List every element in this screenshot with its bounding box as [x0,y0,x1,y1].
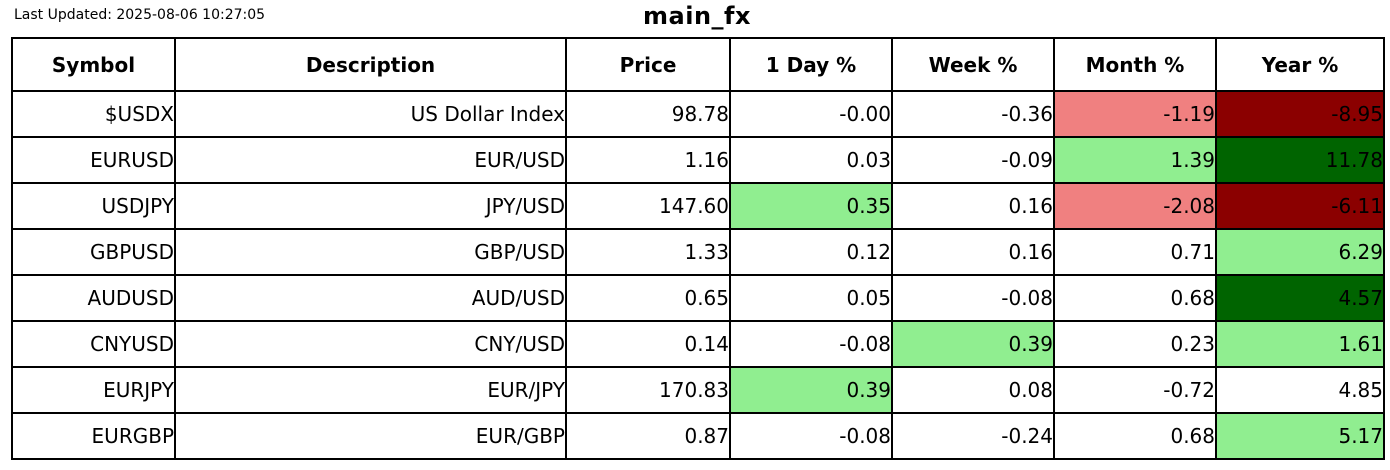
cell-symbol: USDJPY [11,182,176,230]
cell-symbol: EURUSD [11,136,176,184]
cell-day: 0.35 [729,182,893,230]
table-header: Symbol Description Price 1 Day % Week % … [11,37,1385,92]
cell-price: 0.65 [565,274,731,322]
cell-price: 1.33 [565,228,731,276]
cell-week: 0.39 [891,320,1055,368]
cell-price: 1.16 [565,136,731,184]
cell-month: 0.68 [1053,274,1217,322]
table-row: $USDX US Dollar Index 98.78 -0.00 -0.36 -1.19… [11,90,1385,138]
cell-symbol: CNYUSD [11,320,176,368]
cell-year: -8.95 [1215,90,1385,138]
cell-day: 0.05 [729,274,893,322]
cell-week: 0.16 [891,182,1055,230]
cell-year: 1.61 [1215,320,1385,368]
cell-month: -0.72 [1053,366,1217,414]
cell-description: EUR/USD [174,136,567,184]
cell-month: 0.23 [1053,320,1217,368]
column-header-description: Description [174,37,567,92]
cell-description: AUD/USD [174,274,567,322]
cell-day: 0.39 [729,366,893,414]
cell-year: -6.11 [1215,182,1385,230]
column-header-month-pct: Month % [1053,37,1217,92]
fx-table: Symbol Description Price 1 Day % Week % … [11,37,1385,460]
column-header-week-pct: Week % [891,37,1055,92]
cell-year: 6.29 [1215,228,1385,276]
cell-week: -0.09 [891,136,1055,184]
cell-description: EUR/JPY [174,366,567,414]
cell-description: CNY/USD [174,320,567,368]
table-row: CNYUSD CNY/USD 0.14 -0.08 0.39 0.23 1.61 [11,320,1385,368]
cell-day: 0.12 [729,228,893,276]
cell-symbol: $USDX [11,90,176,138]
cell-day: -0.00 [729,90,893,138]
cell-month: 0.68 [1053,412,1217,460]
cell-month: 1.39 [1053,136,1217,184]
cell-description: GBP/USD [174,228,567,276]
table-row: GBPUSD GBP/USD 1.33 0.12 0.16 0.71 6.29 [11,228,1385,276]
cell-year: 4.57 [1215,274,1385,322]
table-row: EURGBP EUR/GBP 0.87 -0.08 -0.24 0.68 5.17 [11,412,1385,460]
cell-description: US Dollar Index [174,90,567,138]
column-header-price: Price [565,37,731,92]
cell-symbol: EURJPY [11,366,176,414]
cell-price: 147.60 [565,182,731,230]
cell-month: -1.19 [1053,90,1217,138]
column-header-symbol: Symbol [11,37,176,92]
cell-symbol: AUDUSD [11,274,176,322]
cell-day: 0.03 [729,136,893,184]
column-header-year-pct: Year % [1215,37,1385,92]
cell-description: EUR/GBP [174,412,567,460]
cell-year: 5.17 [1215,412,1385,460]
cell-year: 11.78 [1215,136,1385,184]
cell-week: -0.24 [891,412,1055,460]
last-updated-label: Last Updated: 2025-08-06 10:27:05 [14,7,266,23]
cell-symbol: EURGBP [11,412,176,460]
cell-price: 0.14 [565,320,731,368]
table-body: $USDX US Dollar Index 98.78 -0.00 -0.36 -1.19… [11,90,1385,460]
cell-day: -0.08 [729,412,893,460]
cell-price: 0.87 [565,412,731,460]
cell-month: -2.08 [1053,182,1217,230]
table-row: EURUSD EUR/USD 1.16 0.03 -0.09 1.39 11.78 [11,136,1385,184]
column-header-1-day-pct: 1 Day % [729,37,893,92]
cell-symbol: GBPUSD [11,228,176,276]
cell-price: 98.78 [565,90,731,138]
table-row: EURJPY EUR/JPY 170.83 0.39 0.08 -0.72 4.85 [11,366,1385,414]
cell-week: -0.08 [891,274,1055,322]
cell-month: 0.71 [1053,228,1217,276]
table-row: USDJPY JPY/USD 147.60 0.35 0.16 -2.08 -6.11 [11,182,1385,230]
table-row: AUDUSD AUD/USD 0.65 0.05 -0.08 0.68 4.57 [11,274,1385,322]
cell-week: 0.08 [891,366,1055,414]
cell-day: -0.08 [729,320,893,368]
cell-year: 4.85 [1215,366,1385,414]
cell-description: JPY/USD [174,182,567,230]
cell-week: 0.16 [891,228,1055,276]
header-row: Symbol Description Price 1 Day % Week % … [11,37,1385,92]
page-title: main_fx [643,2,751,30]
cell-price: 170.83 [565,366,731,414]
cell-week: -0.36 [891,90,1055,138]
